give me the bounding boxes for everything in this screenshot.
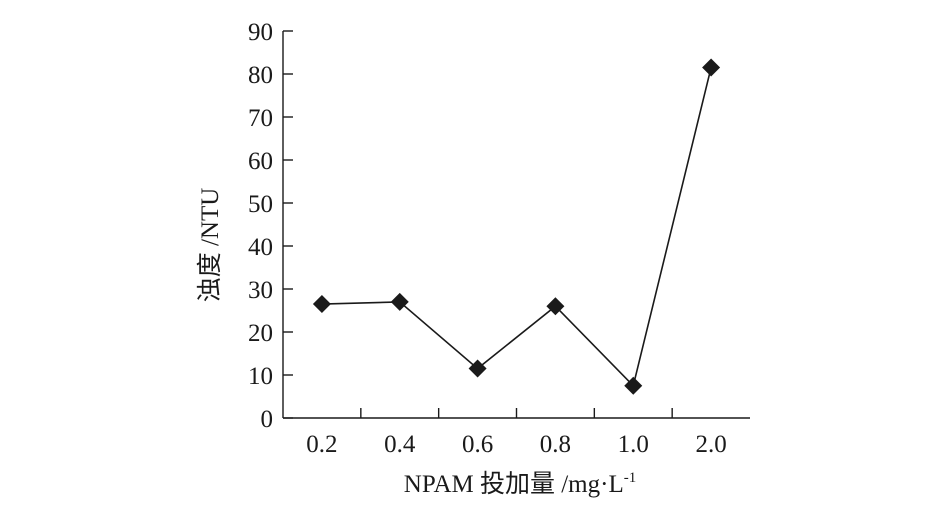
series <box>312 58 721 395</box>
x-axis-title-main: NPAM 投加量 /mg·L <box>404 470 624 498</box>
y-tick-label: 0 <box>261 406 274 433</box>
x-axis-title: NPAM 投加量 /mg·L-1 <box>404 470 636 498</box>
data-point-marker <box>312 295 331 314</box>
y-tick-label: 80 <box>248 62 273 89</box>
y-tick-label: 30 <box>248 277 273 304</box>
y-tick-label: 40 <box>248 234 273 261</box>
series-line <box>321 67 712 388</box>
data-point-marker <box>390 292 409 311</box>
x-axis-ticks: 0.2 0.4 0.6 0.8 1.0 2.0 <box>306 408 727 458</box>
x-tick-label: 1.0 <box>618 431 649 458</box>
axes <box>282 31 750 419</box>
data-point-marker <box>468 359 487 378</box>
data-point-marker <box>624 376 643 395</box>
y-tick-label: 60 <box>248 148 273 175</box>
x-tick-label: 0.2 <box>306 431 337 458</box>
x-tick-label: 0.6 <box>462 431 493 458</box>
y-tick-label: 70 <box>248 105 273 132</box>
y-tick-label: 50 <box>248 191 273 218</box>
y-axis-ticks: 0 10 20 30 40 50 60 70 80 90 <box>248 19 293 433</box>
data-point-marker <box>702 58 721 77</box>
x-tick-label: 2.0 <box>695 431 726 458</box>
x-axis-title-superscript: -1 <box>624 470 637 486</box>
y-tick-label: 90 <box>248 19 273 46</box>
y-tick-label: 10 <box>248 363 273 390</box>
data-point-marker <box>546 297 565 316</box>
x-tick-label: 0.4 <box>384 431 416 458</box>
y-tick-label: 20 <box>248 320 273 347</box>
x-tick-label: 0.8 <box>540 431 571 458</box>
y-axis-title: 浊度 /NTU <box>196 188 224 303</box>
